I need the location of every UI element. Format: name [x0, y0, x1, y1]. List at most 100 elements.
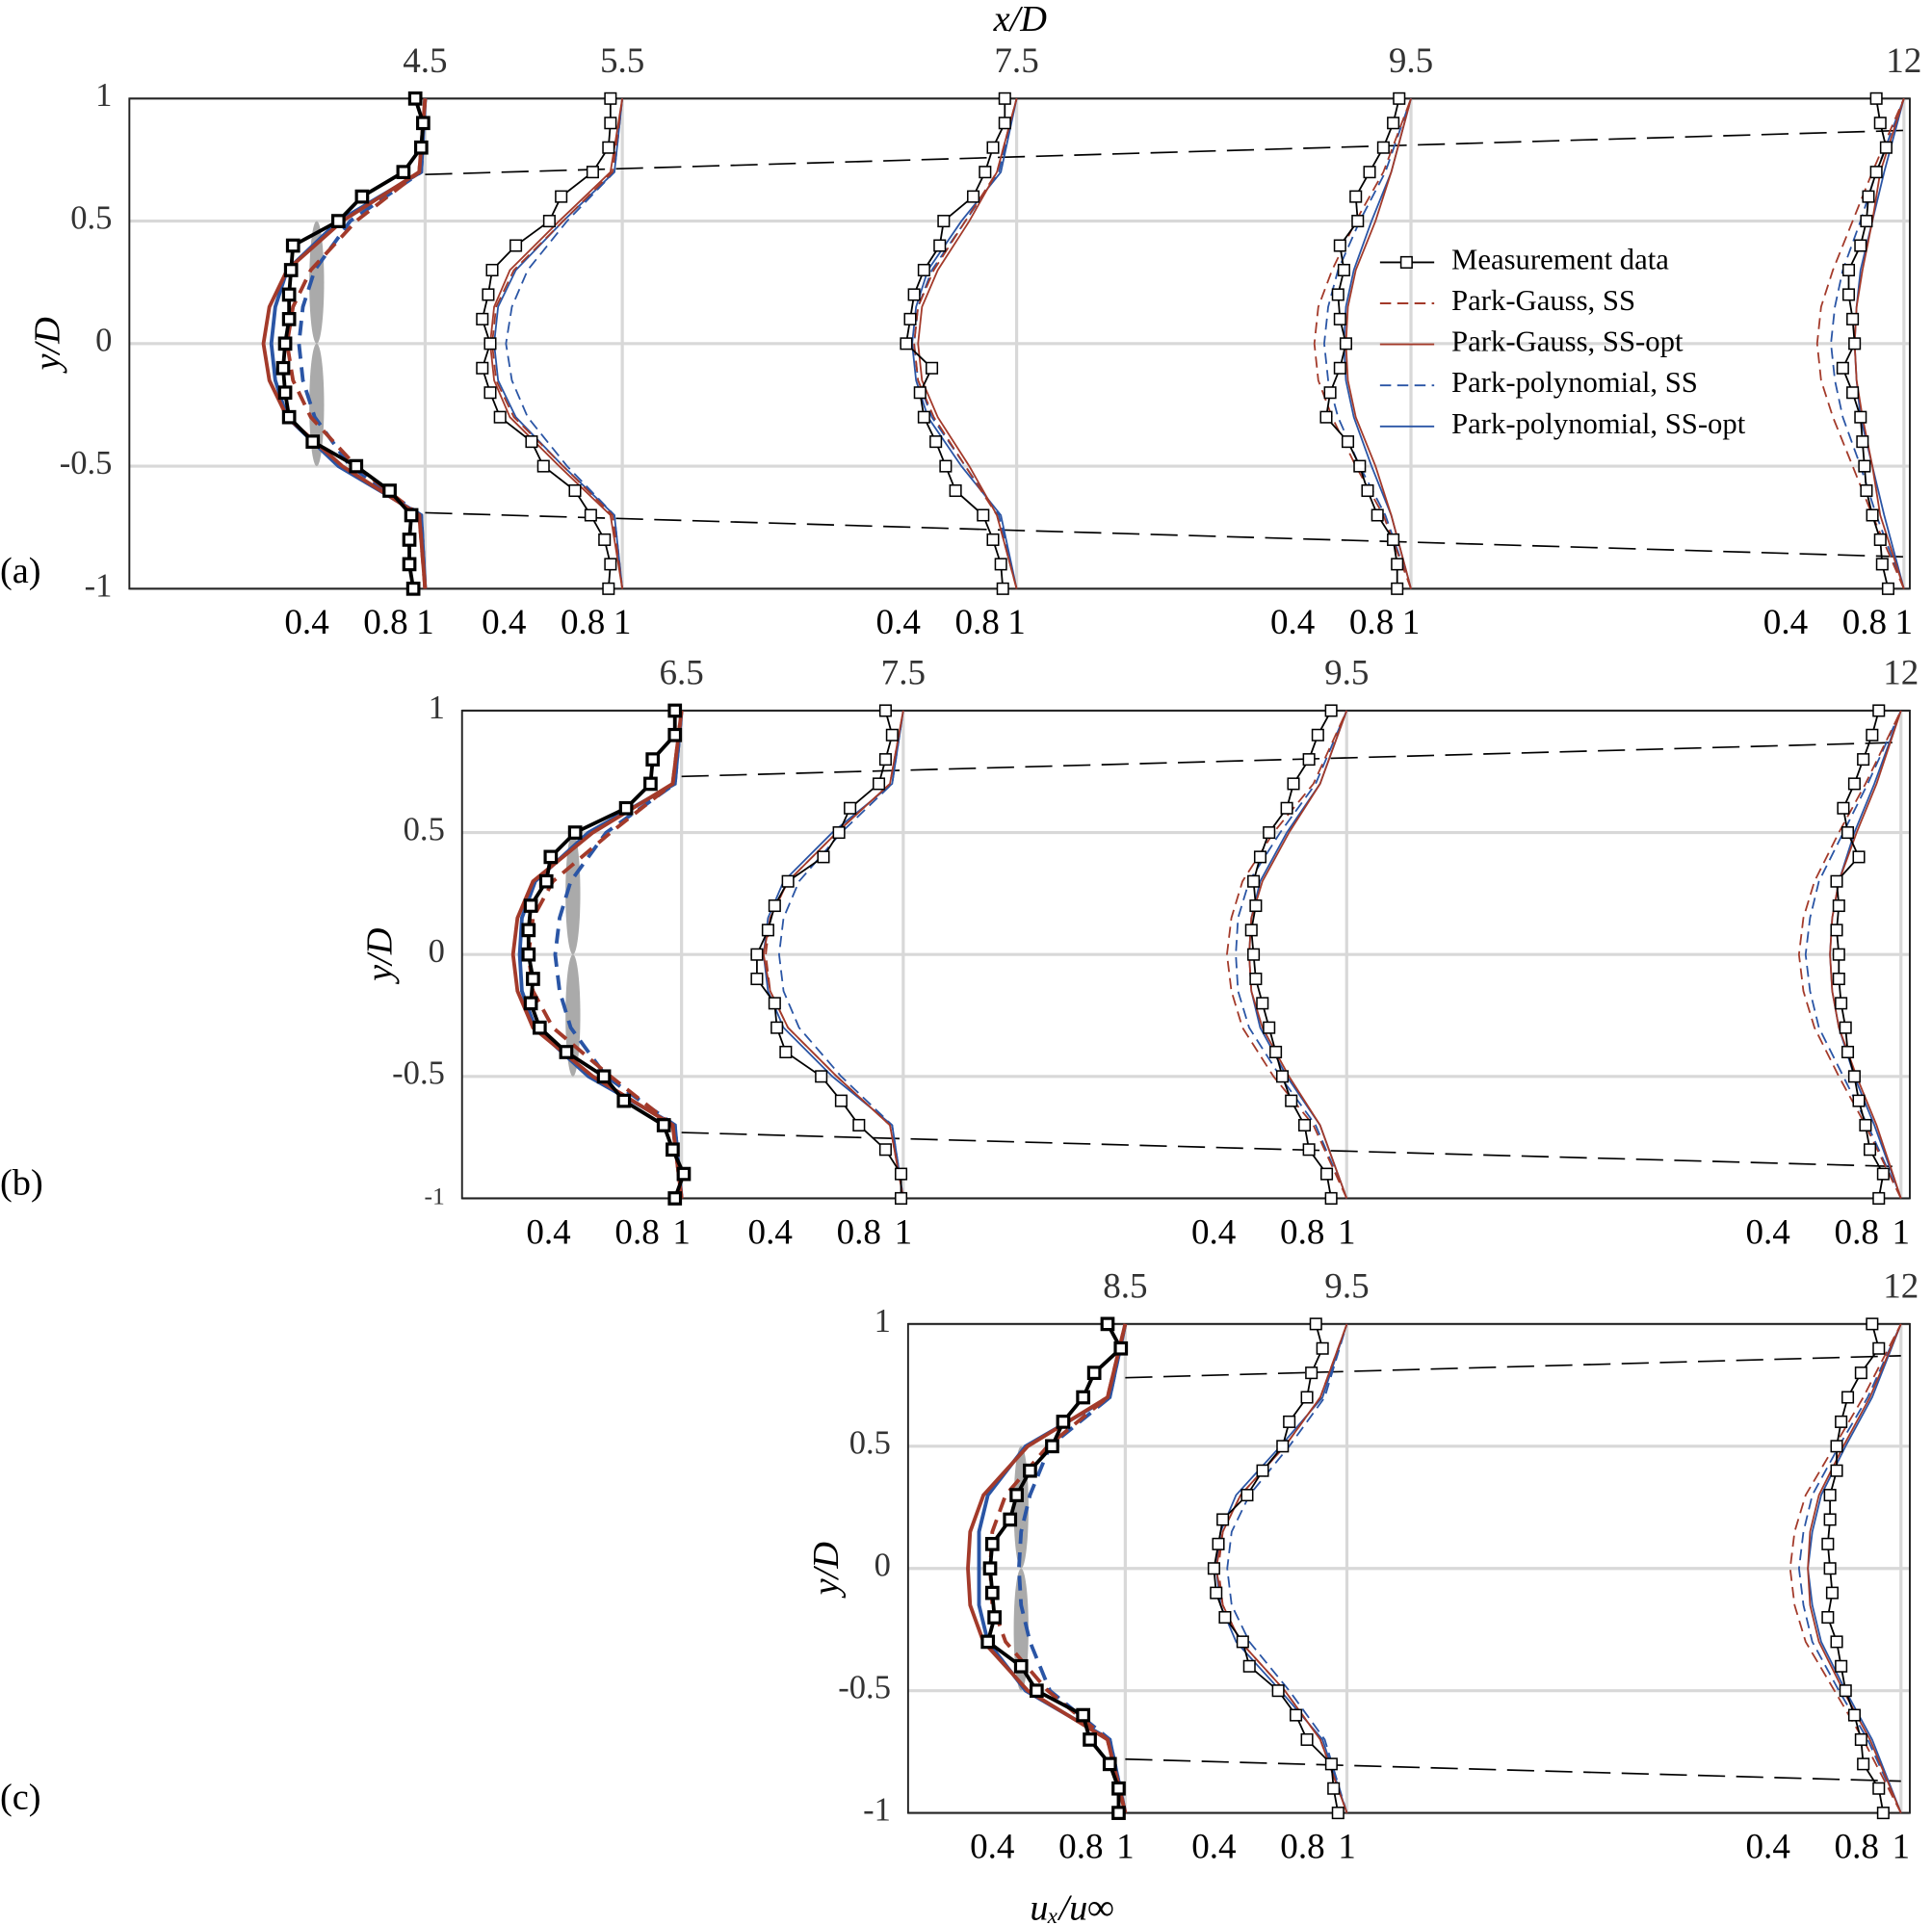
measurement-marker [567, 825, 583, 840]
measurement-marker [521, 947, 536, 962]
measurement-marker [986, 141, 1000, 154]
measurement-marker [402, 557, 417, 572]
measurement-marker [1866, 728, 1879, 741]
y-tick-label: -1 [863, 1792, 891, 1829]
u-tick-label: 1 [672, 1212, 691, 1252]
measurement-marker [354, 189, 370, 204]
y-tick-label: -0.5 [838, 1670, 891, 1706]
measurement-marker [1236, 1635, 1249, 1649]
x-tick-label: 9.5 [1389, 41, 1433, 81]
measurement-marker [413, 140, 429, 155]
measurement-marker [895, 1191, 908, 1205]
measurement-marker [1331, 1807, 1345, 1820]
measurement-marker [407, 91, 423, 106]
u-tick-label: 1 [1402, 603, 1421, 642]
measurement-marker [1854, 1732, 1867, 1746]
measurement-marker [1872, 1191, 1886, 1205]
measurement-marker [878, 1143, 892, 1157]
measurement-marker [281, 409, 297, 425]
measurement-marker [482, 288, 495, 301]
measurement-marker [1835, 1659, 1848, 1673]
u-tick-label: 0.4 [1746, 1828, 1790, 1867]
measurement-marker [1242, 1659, 1256, 1673]
measurement-marker [285, 238, 300, 253]
measurement-marker [1244, 923, 1258, 937]
measurement-marker [1866, 1317, 1879, 1331]
x-tick-label: 6.5 [659, 654, 703, 693]
measurement-marker [1263, 826, 1276, 840]
measurement-marker [1287, 777, 1300, 791]
measurement-marker [616, 1093, 632, 1108]
measurement-marker [586, 166, 599, 179]
measurement-marker [1009, 1488, 1024, 1502]
u-tick-label: 0.8 [1835, 1212, 1879, 1252]
legend-label: Measurement data [1451, 243, 1669, 275]
measurement-marker [604, 117, 617, 130]
measurement-marker [977, 508, 990, 522]
u-tick-label: 0.8 [1349, 603, 1394, 642]
wake-boundary [681, 1132, 1901, 1168]
measurement-marker [1302, 753, 1316, 767]
measurement-marker [1832, 899, 1845, 913]
u-tick-label: 0.8 [837, 1212, 881, 1252]
measurement-marker [1830, 874, 1843, 888]
model-line [1226, 1323, 1348, 1813]
measurement-marker [1852, 1094, 1866, 1107]
measurement-marker [895, 1167, 908, 1181]
measurement-marker [1872, 704, 1886, 717]
measurement-marker [1271, 1684, 1285, 1698]
measurement-marker [667, 727, 683, 742]
measurement-marker [602, 141, 615, 154]
measurement-marker [917, 410, 930, 424]
measurement-marker [1872, 1782, 1886, 1795]
measurement-marker [536, 459, 550, 473]
measurement-marker [1339, 337, 1352, 351]
measurement-marker [523, 996, 538, 1011]
measurement-marker [779, 1045, 793, 1059]
measurement-marker [645, 752, 661, 767]
u-tick-label: 0.4 [526, 1212, 570, 1252]
measurement-marker [618, 800, 634, 816]
u-tick-label: 0.4 [1191, 1212, 1236, 1252]
model-line [1815, 97, 1905, 589]
measurement-marker [1316, 1341, 1329, 1355]
measurement-marker [1832, 948, 1845, 961]
measurement-marker [305, 434, 321, 449]
measurement-marker [1376, 141, 1390, 154]
measurement-marker [1860, 215, 1873, 228]
y-tick-label: 1 [875, 1303, 891, 1340]
u-tick-label: 0.8 [561, 603, 605, 642]
measurement-marker [1269, 1045, 1283, 1059]
measurement-marker [277, 385, 293, 401]
x-tick-label: 9.5 [1324, 1267, 1369, 1307]
measurement-marker [656, 1118, 671, 1132]
panel: -1-0.500.514.50.4 0.8 15.50.4 0.8 17.50.4 0.8… [0, 41, 1921, 642]
plot-frame [906, 1322, 1911, 1814]
measurement-marker [1319, 410, 1333, 424]
measurement-marker [1256, 1464, 1269, 1477]
measurement-marker [277, 336, 293, 351]
measurement-marker [900, 337, 913, 351]
u-tick-label: 0.8 [1280, 1212, 1324, 1252]
u-tick-label: 0.4 [1191, 1828, 1236, 1867]
measurement-marker [1857, 1757, 1870, 1771]
measurement-marker [885, 728, 899, 741]
measurement-marker [987, 1610, 1002, 1625]
u-tick-label: 0.4 [482, 603, 526, 642]
measurement-marker [1823, 1489, 1837, 1502]
measurement-marker [1333, 312, 1346, 325]
measurement-marker [1839, 1021, 1852, 1034]
measurement-marker [643, 776, 658, 792]
measurement-marker [926, 361, 939, 375]
measurement-marker [913, 386, 927, 400]
model-line [1798, 1323, 1902, 1813]
measurement-marker [1216, 1513, 1230, 1526]
measurement-marker [1207, 1562, 1220, 1575]
measurement-marker [852, 1118, 866, 1132]
measurement-marker [1391, 582, 1404, 595]
measurement-marker [933, 239, 947, 252]
model-line [1804, 710, 1902, 1199]
model-line [765, 710, 904, 1199]
measurement-marker [1320, 1167, 1334, 1181]
